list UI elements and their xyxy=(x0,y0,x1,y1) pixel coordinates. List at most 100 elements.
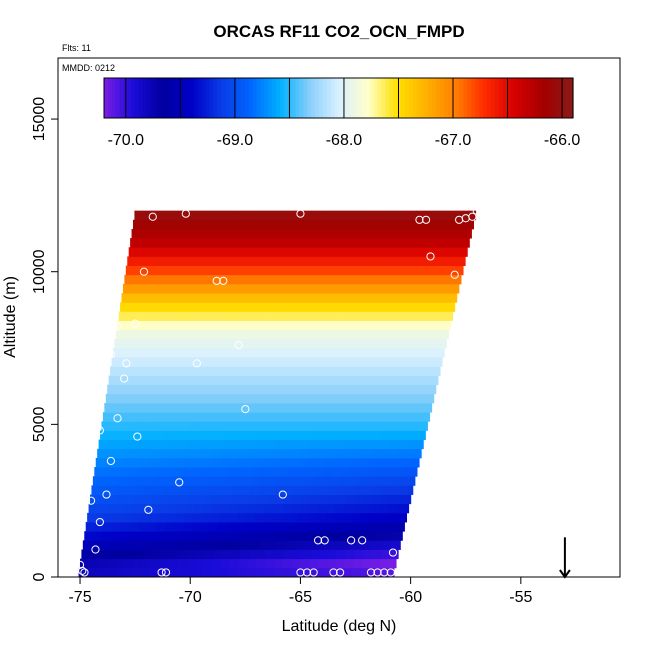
heatmap-cell xyxy=(332,522,342,532)
heatmap-cell xyxy=(359,522,369,532)
heatmap-cell xyxy=(425,375,436,386)
heatmap-cell xyxy=(202,338,212,349)
heatmap-cell xyxy=(122,283,133,294)
heatmap-cell xyxy=(154,366,164,376)
heatmap-cell xyxy=(298,402,308,413)
heatmap-cell xyxy=(158,393,168,404)
heatmap-cell xyxy=(283,329,293,340)
heatmap-cell xyxy=(202,393,212,404)
heatmap-cell xyxy=(286,476,297,486)
heatmap-cell xyxy=(117,375,127,386)
colorbar-segment xyxy=(240,78,246,118)
heatmap-cell xyxy=(346,430,357,441)
heatmap-cell xyxy=(176,503,186,514)
heatmap-cell xyxy=(401,476,411,486)
heatmap-cell xyxy=(231,210,241,221)
observation-point xyxy=(347,536,356,545)
heatmap-cell xyxy=(313,476,323,486)
heatmap-cell xyxy=(318,384,328,395)
heatmap-cell xyxy=(358,302,368,312)
heatmap-cell xyxy=(355,485,366,495)
colorbar-segment xyxy=(471,78,476,118)
heatmap-cell xyxy=(292,549,303,560)
heatmap-cell xyxy=(399,375,409,386)
heatmap-cell xyxy=(156,522,166,532)
heatmap-cell xyxy=(205,375,215,386)
heatmap-cell xyxy=(191,412,201,422)
heatmap-cell xyxy=(165,522,175,532)
heatmap-cell xyxy=(360,228,370,239)
heatmap-cell xyxy=(263,512,273,523)
heatmap-cell xyxy=(159,219,169,230)
heatmap-cell xyxy=(360,567,370,578)
colorbar-segment xyxy=(256,78,261,118)
heatmap-cell xyxy=(416,320,427,331)
colorbar-segment xyxy=(463,78,469,118)
heatmap-cell xyxy=(324,402,334,413)
heatmap-cell xyxy=(375,247,385,257)
heatmap-cell xyxy=(179,430,189,441)
heatmap-cell xyxy=(222,439,232,450)
heatmap-cell xyxy=(198,476,208,486)
heatmap-cell xyxy=(405,503,410,514)
heatmap-cell xyxy=(339,366,349,376)
heatmap-cell xyxy=(373,485,383,495)
heatmap-cell xyxy=(139,348,149,358)
heatmap-cell xyxy=(279,522,289,532)
heatmap-cell xyxy=(426,256,437,266)
heatmap-cell xyxy=(223,375,233,386)
heatmap-cell xyxy=(371,219,381,230)
colorbar-segment xyxy=(221,78,226,118)
heatmap-cell xyxy=(452,265,462,276)
heatmap-cell xyxy=(283,439,293,450)
heatmap-cell xyxy=(258,320,268,331)
heatmap-cell xyxy=(107,494,117,505)
heatmap-cell xyxy=(389,549,399,560)
heatmap-cell xyxy=(238,448,248,459)
heatmap-cell xyxy=(260,531,270,541)
heatmap-cell xyxy=(308,448,318,459)
observation-point xyxy=(302,568,312,577)
heatmap-cell xyxy=(149,228,159,239)
heatmap-cell xyxy=(186,384,196,395)
heatmap-cell xyxy=(228,512,238,523)
heatmap-cell xyxy=(96,567,106,578)
heatmap-cell xyxy=(196,210,206,221)
heatmap-cell xyxy=(418,421,428,431)
colorbar-segment xyxy=(170,78,175,118)
heatmap-cell xyxy=(256,503,266,514)
heatmap-cell xyxy=(199,357,209,367)
heatmap-cell xyxy=(245,402,255,413)
heatmap-cell xyxy=(193,567,203,578)
heatmap-cell xyxy=(262,522,272,532)
heatmap-cell xyxy=(305,247,315,257)
heatmap-cell xyxy=(348,476,358,486)
colorbar-frame xyxy=(103,77,574,119)
colorbar-segment xyxy=(483,78,488,118)
heatmap-cell xyxy=(143,549,153,560)
heatmap-cell xyxy=(114,448,125,459)
heatmap-cell xyxy=(443,265,453,276)
heatmap-cell xyxy=(342,457,352,468)
heatmap-cell xyxy=(315,402,326,413)
observation-point xyxy=(309,568,318,577)
heatmap-cell xyxy=(310,265,321,276)
heatmap-cell xyxy=(129,522,140,532)
heatmap-cell xyxy=(127,421,138,431)
heatmap-cell xyxy=(253,238,263,248)
heatmap-cell xyxy=(118,540,128,550)
heatmap-cell xyxy=(198,311,208,321)
heatmap-cell xyxy=(293,430,304,441)
heatmap-cell xyxy=(389,494,399,505)
heatmap-cell xyxy=(390,430,401,441)
heatmap-cell xyxy=(414,393,424,404)
heatmap-cell xyxy=(421,293,431,303)
heatmap-cell xyxy=(371,439,382,450)
heatmap-cell xyxy=(100,485,110,495)
heatmap-cell xyxy=(266,494,276,505)
heatmap-cell xyxy=(221,274,231,285)
colorbar-segment xyxy=(350,78,355,118)
heatmap-cell xyxy=(238,219,248,230)
heatmap-cell xyxy=(111,357,121,367)
